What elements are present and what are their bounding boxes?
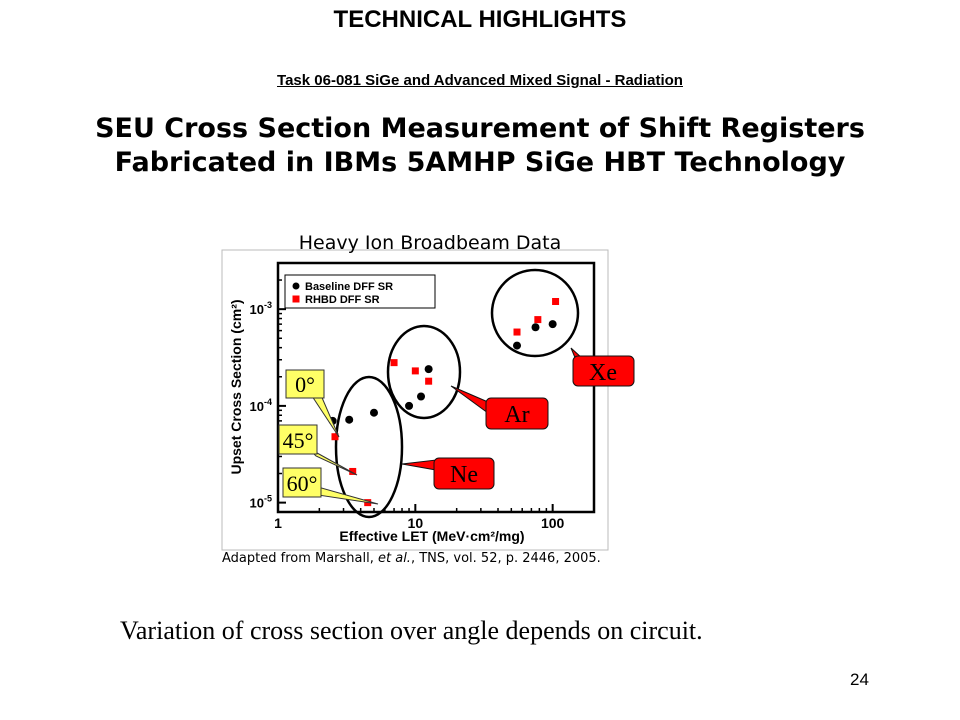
rhbd-point	[552, 297, 560, 305]
angle-60-box	[282, 467, 322, 498]
angle-0-callout: 0°	[285, 369, 340, 438]
baseline-point	[369, 408, 378, 417]
angle-60-callout: 60°	[282, 467, 379, 505]
xe-callout-label: Xe	[589, 360, 617, 386]
y-axis: 10-5 10-4 10-3	[250, 262, 286, 511]
heading-line-2: Fabricated in IBMs 5AMHP SiGe HBT Techno…	[114, 147, 846, 178]
ne-callout-box	[433, 457, 495, 490]
ar-callout-box	[485, 397, 549, 430]
baseline-point	[513, 341, 522, 350]
legend: Baseline DFF SR RHBD DFF SR	[284, 274, 436, 309]
chart-title: Heavy Ion Broadbeam Data	[299, 232, 562, 254]
baseline-point	[417, 392, 426, 401]
angle-60-label: 60°	[287, 471, 318, 496]
legend-label-rhbd: RHBD DFF SR	[305, 294, 380, 306]
x-tick-label: 10	[408, 515, 424, 531]
slide-heading: SEU Cross Section Measurement of Shift R…	[60, 112, 900, 180]
ne-group-ellipse	[334, 375, 404, 519]
x-tick-label: 1	[274, 515, 282, 531]
data-points	[328, 297, 560, 507]
slide-number: 24	[850, 670, 869, 689]
rhbd-point	[349, 467, 357, 475]
rhbd-point	[513, 328, 521, 336]
angle-0-label: 0°	[295, 372, 315, 397]
plot-frame	[276, 261, 596, 514]
angle-0-box	[285, 369, 325, 399]
baseline-point	[405, 401, 414, 410]
ar-group-ellipse	[386, 324, 462, 420]
rhbd-point	[425, 377, 433, 385]
rhbd-point	[331, 433, 339, 441]
legend-label-baseline: Baseline DFF SR	[305, 281, 393, 293]
rhbd-point	[534, 316, 542, 324]
source-prefix: Adapted from Marshall,	[222, 551, 378, 566]
xe-callout-box	[572, 355, 635, 387]
x-tick-label: 100	[541, 515, 565, 531]
x-axis-label: Effective LET (MeV·cm²/mg)	[339, 528, 524, 544]
y-axis-label: Upset Cross Section (cm²)	[228, 299, 244, 474]
subtitle-text: Task 06-081 SiGe and Advanced Mixed Sign…	[277, 72, 683, 89]
legend-marker-rhbd	[292, 295, 300, 303]
x-axis: 1 10 100	[274, 504, 595, 531]
baseline-point	[548, 320, 557, 329]
xe-callout: Xe	[570, 347, 635, 387]
y-tick-label: 10-3	[250, 300, 272, 317]
heading-line-1: SEU Cross Section Measurement of Shift R…	[95, 113, 865, 144]
source-note: Adapted from Marshall, et al., TNS, vol.…	[222, 551, 601, 566]
ar-callout: Ar	[450, 385, 549, 430]
legend-box	[284, 274, 436, 309]
ne-callout-label: Ne	[450, 462, 478, 488]
baseline-point	[424, 365, 433, 374]
slide-caption: Variation of cross section over angle de…	[120, 616, 703, 645]
source-etal: et al.	[378, 551, 411, 566]
ar-callout-label: Ar	[504, 402, 529, 428]
angle-45-label: 45°	[283, 428, 314, 453]
baseline-point	[345, 415, 354, 424]
angle-45-box	[278, 424, 318, 455]
rhbd-point	[390, 359, 398, 367]
page-title: TECHNICAL HIGHLIGHTS	[333, 6, 627, 33]
rhbd-point	[411, 367, 419, 375]
xe-group-ellipse	[490, 268, 580, 358]
angle-45-callout: 45°	[278, 424, 358, 476]
y-tick-label: 10-4	[250, 397, 272, 414]
legend-marker-baseline	[292, 282, 300, 290]
ne-callout: Ne	[401, 457, 495, 490]
baseline-point	[531, 323, 540, 332]
y-tick-label: 10-5	[250, 494, 272, 511]
source-suffix: , TNS, vol. 52, p. 2446, 2005.	[411, 551, 601, 566]
slide-subtitle: Task 06-081 SiGe and Advanced Mixed Sign…	[0, 72, 960, 89]
